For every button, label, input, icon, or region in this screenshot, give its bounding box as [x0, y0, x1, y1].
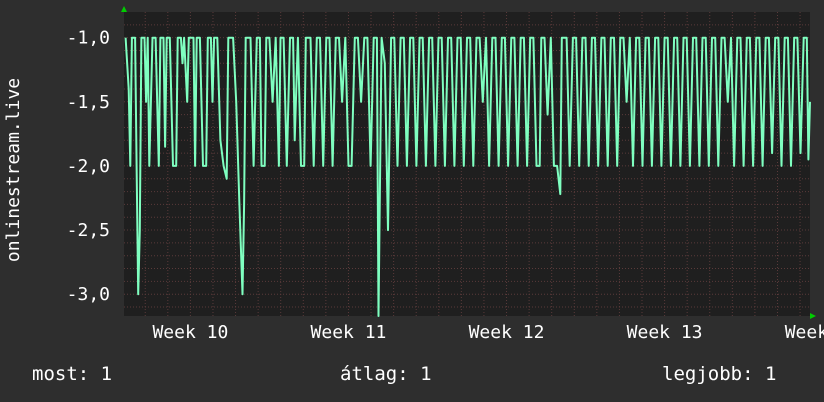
y-tick-labels: -1,0 -1,5 -2,0 -2,5 -3,0: [67, 28, 110, 306]
x-axis-arrow-icon: [810, 313, 816, 319]
x-tick-label: Week 10: [152, 322, 228, 343]
y-tick-label: -1,5: [67, 92, 110, 113]
x-tick-label: Week 12: [469, 322, 545, 343]
y-tick-label: -1,0: [67, 28, 110, 49]
y-tick-label: -3,0: [67, 284, 110, 305]
legend-now: most: 1: [32, 363, 113, 385]
legend-average: átlag: 1: [340, 363, 432, 385]
y-tick-label: -2,0: [67, 156, 110, 177]
x-tick-label: Week 11: [311, 322, 387, 343]
y-axis-label: onlinestream.live: [3, 78, 24, 262]
chart: -1,0-1,5-2,0-2,5-3,0 Week 10 Week 11 Week …: [3, 6, 824, 343]
y-tick-label: -2,5: [67, 220, 110, 241]
x-tick-label: Week 14: [785, 322, 824, 343]
x-tick-label: Week 13: [627, 322, 703, 343]
y-axis-arrow-icon: [121, 6, 127, 12]
x-tick-labels: Week 10 Week 11 Week 12 Week 13 Week 14: [152, 322, 824, 343]
legend-best: legjobb: 1: [662, 363, 777, 385]
series-line: [124, 36, 811, 317]
